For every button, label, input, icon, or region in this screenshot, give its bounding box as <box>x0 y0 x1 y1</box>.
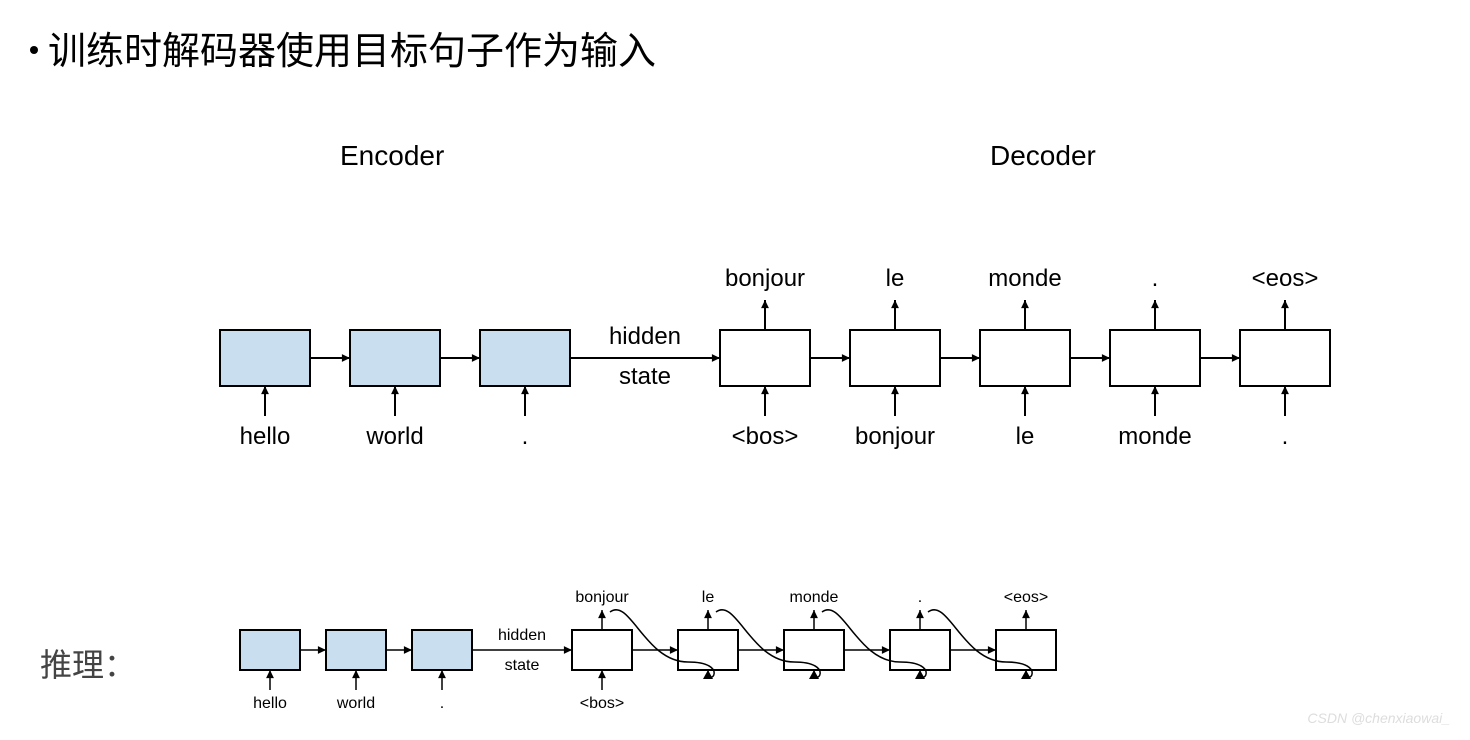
svg-text:hello: hello <box>253 695 287 712</box>
svg-text:hello: hello <box>240 423 291 450</box>
svg-text:.: . <box>1282 423 1289 450</box>
svg-text:le: le <box>1016 423 1035 450</box>
svg-text:state: state <box>505 657 540 674</box>
svg-text:world: world <box>365 423 423 450</box>
svg-text:state: state <box>619 363 671 390</box>
svg-text:<eos>: <eos> <box>1004 589 1048 606</box>
svg-text:hidden: hidden <box>609 323 681 350</box>
svg-text:monde: monde <box>790 589 839 606</box>
svg-text:le: le <box>702 589 715 606</box>
svg-text:bonjour: bonjour <box>855 423 935 450</box>
svg-text:monde: monde <box>1118 423 1191 450</box>
svg-text:.: . <box>522 423 529 450</box>
svg-text:bonjour: bonjour <box>575 589 629 606</box>
training-diagram: hello world. hidden state <bos> bonjour bonjou… <box>0 0 1470 500</box>
svg-text:le: le <box>886 265 905 292</box>
svg-text:.: . <box>1152 265 1159 292</box>
svg-text:monde: monde <box>988 265 1061 292</box>
inference-diagram: hello world. hidden state <bos> bonjour le mond… <box>0 540 1470 740</box>
svg-text:<bos>: <bos> <box>732 423 799 450</box>
svg-text:world: world <box>336 695 375 712</box>
svg-text:.: . <box>440 695 444 712</box>
svg-text:<bos>: <bos> <box>580 695 624 712</box>
svg-text:<eos>: <eos> <box>1252 265 1319 292</box>
svg-text:bonjour: bonjour <box>725 265 805 292</box>
svg-text:hidden: hidden <box>498 627 546 644</box>
svg-text:.: . <box>918 589 922 606</box>
